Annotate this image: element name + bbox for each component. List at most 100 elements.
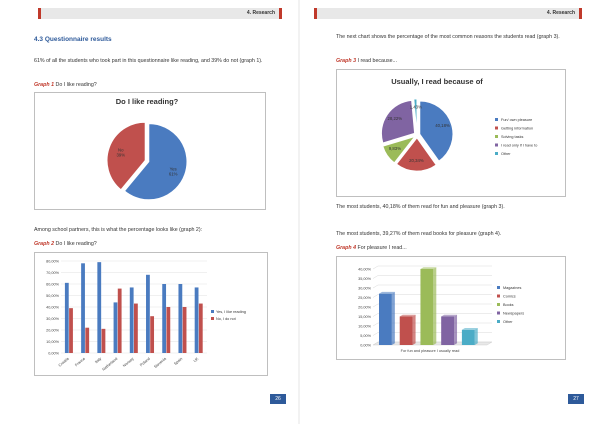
- pie-title: Do I like reading?: [116, 97, 179, 106]
- x-tick-label: Norway: [122, 357, 135, 368]
- graph4-result: The most students, 39,27% of them read b…: [336, 231, 502, 237]
- graph1-caption-label: Graph 1: [34, 82, 55, 88]
- x-tick-label: Italy: [94, 357, 102, 365]
- legend-label-other: Other: [501, 152, 511, 156]
- legend-label-solving-tasks: Solving tasks: [501, 135, 523, 139]
- bar-side-other: [474, 328, 478, 345]
- bar-italy-1: [101, 328, 106, 353]
- y-tick-label: 5,00%: [360, 334, 371, 338]
- bar-norway-0: [129, 287, 134, 353]
- bar-spain-1: [182, 307, 187, 353]
- legend-label-i-read-only-if-i-have-to: I read only if I have to: [501, 144, 537, 148]
- bar-uk-0: [194, 287, 199, 353]
- bar-top-newspapers: [441, 314, 458, 317]
- x-tick-label: UK: [193, 356, 200, 363]
- y-tick-label: 0,00%: [48, 351, 59, 355]
- y-tick-label: 60,00%: [46, 282, 60, 286]
- y-tick-label: 35,00%: [358, 277, 372, 281]
- bar-croatia-1: [69, 308, 73, 353]
- graph2-bar-chart: 0,00% 10,00% 20,00% 30,00% 40,00% 50,00% 60,00…: [46, 259, 246, 372]
- y-tick-label: 70,00%: [46, 271, 60, 275]
- pie-slice-getting-information: [396, 137, 437, 172]
- graph3-box: Usually, I read because of 40,18% 20,34% 9,…: [336, 69, 566, 197]
- gridline: [372, 275, 492, 279]
- legend-swatch-series-1: [211, 317, 214, 320]
- y-tick-label: 20,00%: [358, 305, 372, 309]
- y-tick-label: 30,00%: [358, 286, 372, 290]
- graph4-box: 0,00% 5,00% 10,00% 15,00% 20,00% 25,00% 30,00%…: [336, 256, 566, 360]
- x-tick-label: Slovenia: [153, 356, 167, 369]
- pie-slice-i-read-only-if-i-have-to: [381, 100, 415, 144]
- y-tick-label: 15,00%: [358, 315, 372, 319]
- legend-label-books: Books: [503, 303, 514, 307]
- bar-netherland-0: [113, 302, 118, 353]
- bar-netherland-1: [117, 288, 122, 353]
- pie-title: Usually, I read because of: [391, 77, 483, 86]
- bar-magazines: [379, 293, 392, 345]
- y-tick-label: 10,00%: [46, 340, 60, 344]
- bar-poland-1: [150, 316, 155, 353]
- legend-swatch-fun-own-pleasure: [495, 118, 498, 121]
- gridline: [372, 294, 492, 298]
- x-tick-label: Spain: [173, 357, 183, 366]
- bar-croatia-0: [64, 282, 69, 353]
- pie-label-getting-information: 20,34%: [409, 158, 424, 163]
- bar-side-books: [433, 267, 437, 345]
- pie-slice-fun-own-pleasure: [419, 100, 454, 162]
- bar-books: [420, 269, 434, 345]
- legend-swatch-i-read-only-if-i-have-to: [495, 143, 498, 147]
- legend-label-getting-information: Getting information: [501, 127, 533, 131]
- y-tick-label: 40,00%: [46, 305, 60, 309]
- graph3-intro: The next chart shows the percentage of t…: [336, 34, 560, 40]
- page-number-27: 27: [568, 394, 584, 404]
- graph2-caption-text: Do I like reading?: [54, 241, 97, 247]
- y-tick-label: 20,00%: [46, 328, 60, 332]
- legend-swatch-solving-tasks: [495, 135, 498, 138]
- bar-other: [461, 329, 475, 345]
- intro-paragraph: 61% of all the students who took part in…: [34, 58, 263, 64]
- x-tick-label: Croatia: [58, 356, 71, 368]
- y-tick-label: 50,00%: [46, 294, 60, 298]
- graph3-result: The most students, 40,18% of them read f…: [336, 204, 505, 210]
- legend-swatch-getting-information: [495, 126, 498, 130]
- bar-top-comics: [399, 314, 416, 317]
- y-tick-label: 10,00%: [358, 324, 372, 328]
- partners-paragraph: Among school partners, this is what the …: [34, 227, 203, 233]
- graph3-caption-text: I read because...: [356, 58, 397, 64]
- bar-top-magazines: [379, 291, 395, 294]
- right-page-header: 4. Research: [314, 8, 582, 19]
- graph4-caption-label: Graph 4: [336, 245, 357, 251]
- gridline: [372, 313, 492, 317]
- pie-label-i-read-only-if-i-have-to: 28,22%: [388, 116, 403, 121]
- legend-label-magazines: Magazines: [503, 286, 521, 290]
- legend-swatch-comics: [497, 294, 500, 298]
- legend-label-fun-own-pleasure: Fun/ own pleasure: [501, 118, 532, 122]
- legend-swatch-other: [497, 320, 500, 323]
- graph3-pie-chart: Usually, I read because of 40,18% 20,34% 9,…: [381, 77, 537, 172]
- y-tick-label: 40,00%: [358, 267, 372, 271]
- pie-label-no: No 39%: [117, 148, 126, 158]
- graph4-caption: Graph 4 For pleasure I read...: [336, 245, 407, 251]
- x-tick-label: Netherland: [102, 357, 119, 372]
- bar-slovenia-0: [162, 284, 167, 353]
- x-tick-label: Poland: [139, 357, 151, 368]
- bar-top-other: [461, 328, 478, 330]
- pie-label-fun-own-pleasure: 40,18%: [435, 123, 450, 128]
- bar-side-magazines: [391, 291, 395, 345]
- graph2-caption-label: Graph 2: [34, 241, 55, 247]
- gridline: [372, 303, 492, 308]
- y-tick-label: 80,00%: [46, 259, 60, 263]
- pie-slice-yes: [124, 123, 188, 201]
- bar-comics: [399, 316, 413, 345]
- legend-swatch-newspapers: [497, 311, 500, 315]
- graph2-caption: Graph 2 Do I like reading?: [34, 241, 97, 247]
- graph1-caption: Graph 1 Do I like reading?: [34, 82, 97, 88]
- graph1-caption-text: Do I like reading?: [54, 82, 97, 88]
- gridline: [372, 265, 492, 270]
- graph4-caption-text: For pleasure I read...: [356, 245, 407, 251]
- bar-france-0: [81, 263, 85, 353]
- legend-swatch-books: [497, 303, 500, 306]
- pie-slice-other: [413, 98, 418, 133]
- graph1-pie-chart: Do I like reading? Yes 61% No 39%: [106, 97, 188, 201]
- bar-top-books: [420, 267, 437, 269]
